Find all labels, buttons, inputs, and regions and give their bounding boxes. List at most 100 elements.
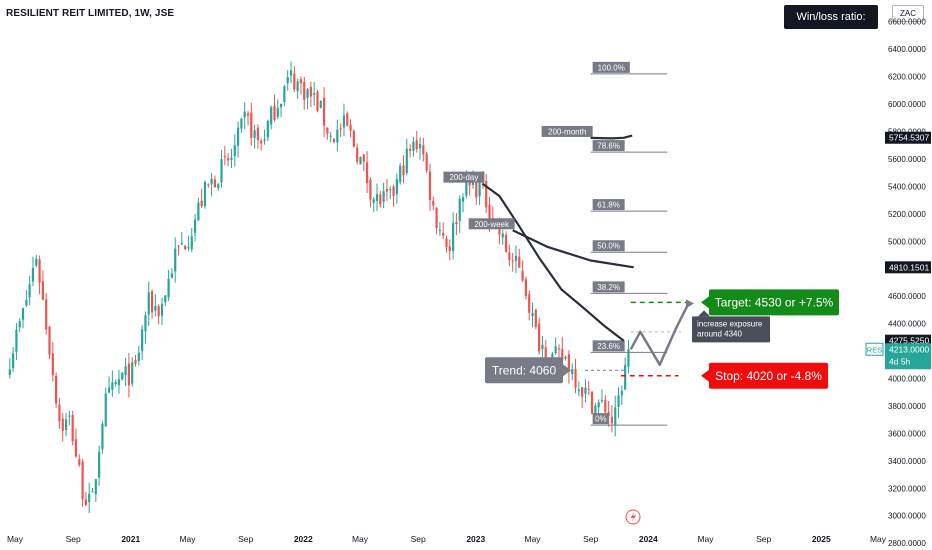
candle-body bbox=[8, 369, 11, 376]
stop-label-text: Stop: 4020 or -4.8% bbox=[715, 369, 822, 383]
target-label-pointer bbox=[701, 296, 709, 309]
lightning-icon bbox=[625, 509, 641, 525]
candle-body bbox=[253, 130, 256, 138]
y-axis-tick-label: 5200.0000 bbox=[888, 210, 926, 219]
target-label[interactable]: Target: 4530 or +7.5% bbox=[701, 289, 839, 316]
candles-layer bbox=[8, 61, 630, 514]
candle-body bbox=[299, 79, 303, 84]
candle-body bbox=[213, 179, 217, 188]
candle-body bbox=[448, 246, 451, 252]
price-label-text: 4810.1501 bbox=[889, 262, 929, 272]
stop-label[interactable]: Stop: 4020 or -4.8% bbox=[701, 362, 828, 389]
target-label-box bbox=[709, 289, 839, 316]
candle-body bbox=[276, 108, 279, 117]
candle-body bbox=[620, 390, 623, 396]
candle-body bbox=[293, 73, 296, 90]
candle-body bbox=[604, 399, 607, 413]
ma-label: 200-month bbox=[548, 127, 586, 136]
price-label-200-week-bg bbox=[885, 261, 931, 274]
candle-body bbox=[574, 369, 577, 388]
candle-body bbox=[567, 354, 571, 372]
fibonacci-retracement[interactable]: 100.0% 78.6% 61.8% 50.0% 38.2% 23.6% 0% bbox=[590, 61, 668, 426]
candle-body bbox=[372, 199, 375, 203]
candle-body bbox=[352, 130, 355, 147]
candle-body bbox=[587, 389, 590, 391]
ma-label-bg bbox=[468, 218, 515, 230]
candle-body bbox=[51, 353, 54, 376]
trend-label[interactable]: Trend: 4060 bbox=[485, 357, 571, 384]
candle-body bbox=[296, 81, 299, 92]
candle-body bbox=[160, 304, 164, 316]
candle-body bbox=[217, 184, 220, 188]
last-price-label[interactable]: 4213.0000 4d 5h bbox=[885, 343, 931, 370]
candle-body bbox=[273, 105, 276, 120]
candle-body bbox=[538, 323, 541, 352]
x-axis-tick-label: 2025 bbox=[812, 534, 831, 544]
y-axis-tick-label: 2800.0000 bbox=[888, 539, 926, 548]
candle-body bbox=[263, 139, 266, 141]
candle-body bbox=[177, 245, 180, 247]
candle-body bbox=[399, 165, 402, 183]
candle-body bbox=[385, 189, 389, 192]
candle-body bbox=[627, 349, 630, 367]
candle-body bbox=[279, 103, 283, 108]
candle-body bbox=[415, 140, 418, 149]
candle-body bbox=[412, 141, 415, 151]
candle-body bbox=[366, 162, 369, 184]
candle-body bbox=[78, 459, 81, 465]
candle-body bbox=[12, 353, 15, 368]
projection-arrowhead bbox=[686, 299, 695, 309]
candle-body bbox=[501, 233, 504, 238]
candle-body bbox=[154, 305, 157, 311]
y-axis[interactable]: 2800.0000 3000.0000 3200.0000 3400.0000 3600… bbox=[865, 18, 931, 548]
price-label-200-week[interactable]: 4810.1501 bbox=[885, 261, 931, 274]
price-label-200-month[interactable]: 5754.5307 bbox=[885, 131, 931, 144]
candle-body bbox=[521, 270, 524, 281]
candle-body bbox=[471, 182, 475, 186]
candle-body bbox=[478, 181, 481, 197]
candle-body bbox=[220, 159, 223, 183]
candle-body bbox=[442, 232, 445, 236]
win-loss-ratio-label: Win/loss ratio: 2.5:1 bbox=[784, 5, 878, 47]
price-label-200-month-bg bbox=[885, 131, 931, 144]
candle-body bbox=[379, 194, 382, 205]
y-axis-tick-label: 5400.0000 bbox=[888, 182, 926, 191]
candle-body bbox=[561, 349, 564, 360]
candle-body bbox=[402, 165, 405, 176]
candle-body bbox=[88, 493, 91, 503]
y-axis-tick-label: 5600.0000 bbox=[888, 155, 926, 164]
candle-body bbox=[624, 365, 627, 390]
candle-body bbox=[64, 419, 68, 431]
fib-level-label: 78.6% bbox=[597, 142, 620, 151]
stop-label-box bbox=[709, 362, 828, 389]
candle-body bbox=[197, 202, 200, 221]
candle-body bbox=[131, 362, 134, 384]
candle-body bbox=[346, 113, 349, 126]
candle-body bbox=[504, 234, 508, 252]
x-axis-tick-label: May bbox=[870, 534, 887, 544]
candle-body bbox=[150, 291, 154, 313]
candle-body bbox=[435, 207, 438, 229]
candle-body bbox=[28, 284, 31, 298]
tradingview-logo[interactable] bbox=[625, 509, 641, 525]
x-axis-tick-label: 2022 bbox=[294, 534, 313, 544]
currency-button[interactable]: ZAC bbox=[892, 5, 924, 22]
candle-body bbox=[342, 115, 346, 128]
candle-body bbox=[475, 180, 478, 198]
trade-plan-drawings[interactable]: Target: 4530 or +7.5% Stop: 4020 or -4.8%… bbox=[485, 289, 839, 389]
y-axis-tick-label: 3800.0000 bbox=[888, 402, 926, 411]
candle-body bbox=[332, 138, 336, 143]
symbol-tag: RES bbox=[867, 345, 882, 354]
candle-body bbox=[577, 389, 580, 391]
x-axis-tick-label: May bbox=[179, 534, 196, 544]
candle-body bbox=[289, 70, 293, 76]
candle-body bbox=[306, 89, 309, 98]
candle-body bbox=[31, 267, 35, 282]
x-axis[interactable]: May Sep 2021 May Sep 2022 May Sep 2023 May Sep 2024… bbox=[7, 534, 887, 544]
candle-body bbox=[617, 395, 620, 408]
candle-body bbox=[98, 451, 101, 478]
last-price-label-bg bbox=[885, 343, 931, 370]
projection-path[interactable] bbox=[629, 303, 690, 367]
